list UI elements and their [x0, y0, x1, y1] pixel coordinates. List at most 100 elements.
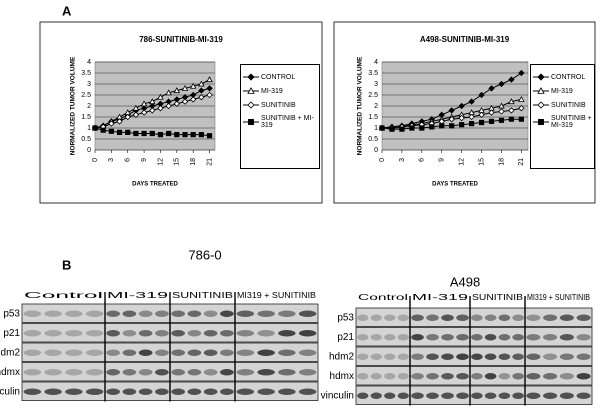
x-axis-label: DAYS TREATED: [132, 182, 178, 188]
marker: [149, 107, 156, 114]
lane-group-label: MI319 + SUNITINIB: [237, 291, 316, 300]
marker: [247, 73, 255, 81]
blot-band: [203, 349, 218, 356]
blot-band: [23, 330, 42, 337]
blot-band: [257, 388, 275, 395]
x-tick-label: 0: [379, 158, 386, 162]
x-tick-label: 0: [92, 158, 99, 162]
marker: [247, 87, 255, 94]
y-tick-label: 3: [374, 81, 378, 88]
blot-band: [559, 392, 574, 399]
legend-symbol: [243, 73, 259, 81]
blot-band: [236, 310, 255, 317]
blot-band: [65, 310, 83, 317]
marker: [116, 118, 123, 125]
blot-band: [122, 369, 137, 376]
marker: [206, 76, 213, 83]
protein-label: hdm2: [0, 347, 20, 358]
blot-band: [138, 388, 153, 395]
blot-band: [384, 373, 396, 380]
lane-group-label: SUNITINIB: [472, 293, 523, 302]
marker: [166, 130, 172, 137]
blot-band: [220, 310, 234, 317]
blot-band: [155, 369, 169, 376]
blot-band: [236, 369, 255, 376]
marker: [508, 107, 515, 114]
lane-group-label: Control: [24, 291, 104, 300]
marker: [498, 80, 505, 88]
blot-band: [220, 349, 234, 356]
marker: [488, 109, 495, 116]
protein-label: p21: [3, 328, 20, 339]
marker: [389, 126, 395, 132]
blot-band: [384, 392, 396, 399]
legend-item: CONTROL: [243, 73, 317, 81]
blot-band: [257, 369, 275, 376]
blot-band: [370, 334, 382, 341]
panel-label: A: [62, 3, 72, 18]
blot-band: [543, 392, 558, 399]
legend-label: SUNITINIB: [551, 101, 586, 109]
blot-band: [526, 373, 541, 380]
blot-band: [526, 353, 541, 360]
blot-band: [498, 373, 511, 380]
x-tick-label: 18: [498, 158, 505, 166]
blot-band: [559, 334, 574, 341]
blot-band: [138, 310, 153, 317]
x-tick-label: 6: [125, 158, 132, 162]
lane-group-label: MI319 + SUNITINIB: [527, 293, 590, 302]
blot-band: [357, 392, 369, 399]
blot-band: [384, 314, 396, 321]
blot-band: [203, 369, 218, 376]
blot-band: [155, 388, 169, 395]
marker: [399, 126, 405, 132]
blot-band: [411, 392, 424, 399]
blot-band: [397, 353, 409, 360]
x-tick-label: 21: [206, 158, 213, 166]
blot-band: [456, 314, 469, 321]
marker: [468, 113, 475, 121]
marker: [248, 119, 254, 125]
blot-band: [471, 334, 483, 341]
blot-band: [411, 353, 424, 360]
blot-band: [122, 349, 137, 356]
blot-band: [298, 310, 317, 317]
blot-band: [543, 373, 558, 380]
y-tick-label: 0: [374, 147, 378, 154]
blot-band: [278, 369, 296, 376]
blot-band: [484, 314, 497, 321]
blot-band: [220, 369, 234, 376]
blot-band: [576, 373, 591, 380]
blot-band: [171, 349, 185, 356]
blot-band: [411, 373, 424, 380]
marker: [116, 129, 123, 136]
marker: [488, 85, 495, 92]
chart-title: A498-SUNITINIB-MI-319: [420, 35, 510, 44]
marker: [488, 118, 495, 125]
blot-band: [411, 334, 424, 341]
legend-symbol: [243, 87, 259, 94]
blot-band: [298, 369, 317, 376]
blot-band: [576, 334, 591, 341]
y-tick-label: 0: [87, 147, 91, 154]
marker: [409, 125, 415, 131]
blot-band: [65, 349, 83, 356]
legend-label: MI-319: [551, 87, 573, 95]
marker: [518, 69, 525, 77]
blot-band: [155, 310, 169, 317]
blot-band: [236, 349, 255, 356]
blot-band: [484, 373, 497, 380]
legend-label: MI-319: [261, 87, 283, 95]
marker: [518, 105, 525, 112]
marker: [190, 131, 196, 138]
blot-band: [484, 334, 497, 341]
marker: [190, 96, 197, 103]
blot-band: [257, 349, 275, 356]
blot-band: [298, 349, 317, 356]
lane-group-label: MI-319: [412, 293, 469, 302]
y-tick-label: 1: [374, 125, 378, 132]
protein-label: p21: [337, 332, 354, 343]
blot-band: [85, 310, 104, 317]
blot-band: [138, 369, 153, 376]
marker: [468, 120, 475, 127]
